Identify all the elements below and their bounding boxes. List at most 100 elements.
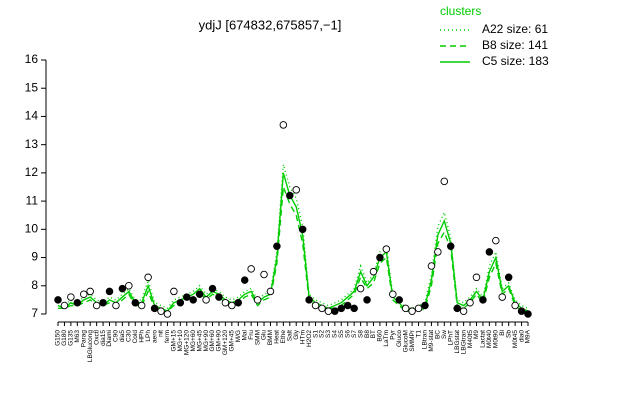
- x-tick-label: Gly: [293, 329, 300, 340]
- y-tick-label: 12: [25, 165, 39, 179]
- data-point: [54, 296, 62, 304]
- data-point: [195, 290, 204, 298]
- data-point: [324, 307, 333, 315]
- x-tick-label: HTm: [299, 330, 306, 344]
- data-point: [504, 273, 513, 282]
- x-tick-label: dia0: [518, 330, 525, 343]
- x-tick-label: S2: [319, 330, 326, 338]
- data-point: [292, 186, 300, 194]
- data-point: [389, 290, 397, 298]
- x-tick-label: B8: [364, 330, 371, 338]
- x-tick-label: GM+120: [222, 330, 229, 355]
- x-tick-label: SMM: [254, 330, 261, 345]
- data-point: [524, 310, 532, 318]
- x-tick-label: S1: [312, 330, 319, 338]
- data-point: [80, 290, 88, 298]
- x-tick-label: MG+120: [183, 330, 190, 355]
- x-tick-label: GM+90: [216, 330, 223, 352]
- data-point: [511, 301, 519, 310]
- x-tick-label: BMM: [267, 330, 274, 345]
- data-point: [395, 296, 403, 304]
- data-point: [446, 242, 455, 251]
- data-point: [163, 310, 172, 318]
- data-point: [472, 273, 481, 282]
- legend-label: B8 size: 141: [482, 38, 548, 52]
- data-point: [356, 284, 365, 293]
- data-point: [485, 248, 494, 256]
- x-tick-label: C90: [113, 330, 120, 342]
- x-tick-label: LBGlucong: [87, 330, 94, 363]
- x-tick-label: LBGstat: [454, 330, 461, 354]
- data-point: [331, 307, 339, 315]
- x-tick-label: MG+10: [177, 330, 184, 352]
- x-tick-label: GlucoM: [402, 330, 409, 352]
- x-tick-label: HPh: [138, 330, 145, 343]
- data-point: [189, 296, 197, 304]
- data-point: [176, 298, 185, 307]
- y-tick-label: 8: [31, 278, 38, 292]
- x-tick-label: LBtran: [422, 330, 429, 350]
- x-tick-label: G135: [68, 330, 75, 346]
- data-point: [466, 298, 474, 307]
- x-tick-label: G150: [55, 330, 62, 346]
- data-point: [363, 296, 371, 304]
- data-point: [382, 245, 391, 253]
- data-point: [247, 265, 255, 273]
- data-point: [131, 298, 140, 307]
- legend-title: clusters: [440, 4, 481, 18]
- x-tick-label: Fru: [248, 330, 255, 340]
- data-point: [517, 307, 526, 315]
- x-tick-label: MG+60: [190, 330, 197, 352]
- x-tick-label: B60: [377, 330, 384, 342]
- x-tick-label: LaTm: [383, 330, 390, 347]
- data-point: [408, 307, 416, 315]
- x-tick-label: Heat: [274, 330, 281, 344]
- x-tick-label: GM+45: [229, 330, 236, 352]
- x-tick-label: Salt: [286, 330, 293, 341]
- data-point: [421, 301, 429, 310]
- y-tick-label: 14: [25, 109, 39, 123]
- x-tick-label: MG+45: [196, 330, 203, 352]
- data-point: [343, 301, 352, 310]
- data-point: [286, 191, 294, 200]
- data-point: [298, 225, 307, 234]
- data-point: [240, 276, 249, 284]
- x-tick-label: S6: [344, 330, 351, 338]
- x-tick-label: Diami: [106, 330, 113, 347]
- x-tick-label: ferm: [164, 330, 171, 343]
- data-point: [234, 298, 243, 307]
- x-tick-label: M0t90: [493, 330, 500, 348]
- x-tick-label: LPh: [145, 330, 152, 342]
- x-tick-label: Parag: [80, 330, 87, 348]
- x-tick-label: GM+15: [171, 330, 178, 352]
- data-point: [273, 242, 281, 251]
- legend-label: C5 size: 183: [482, 54, 549, 68]
- x-tick-label: Oxctl: [93, 329, 100, 344]
- x-tick-label: Bl: [499, 329, 506, 335]
- data-point: [183, 293, 191, 301]
- x-tick-label: BT: [370, 330, 377, 338]
- x-tick-label: C30: [126, 330, 133, 342]
- x-tick-label: S5: [338, 330, 345, 338]
- data-point: [125, 282, 133, 290]
- data-point: [208, 284, 217, 293]
- y-tick-label: 16: [25, 52, 39, 66]
- x-tick-label: Gluco: [396, 330, 403, 347]
- data-point: [86, 287, 94, 296]
- x-tick-label: MG+90: [203, 330, 210, 352]
- y-tick-label: 13: [25, 137, 39, 151]
- x-tick-label: M/G: [235, 330, 242, 342]
- x-tick-label: H2O2: [306, 330, 313, 347]
- data-point: [99, 298, 107, 307]
- x-tick-label: M9-stat: [428, 330, 435, 352]
- data-point: [453, 304, 461, 313]
- x-tick-label: dia5: [119, 330, 126, 343]
- x-tick-label: M9: [473, 330, 480, 339]
- chart-title: ydjJ [674832,675857,−1]: [199, 17, 342, 32]
- x-tick-label: S8: [357, 330, 364, 338]
- x-tick-label: BC: [435, 330, 442, 339]
- data-point: [350, 304, 358, 313]
- x-tick-label: Sb: [505, 330, 512, 338]
- x-tick-label: M40t5: [467, 330, 474, 348]
- data-point: [459, 307, 468, 315]
